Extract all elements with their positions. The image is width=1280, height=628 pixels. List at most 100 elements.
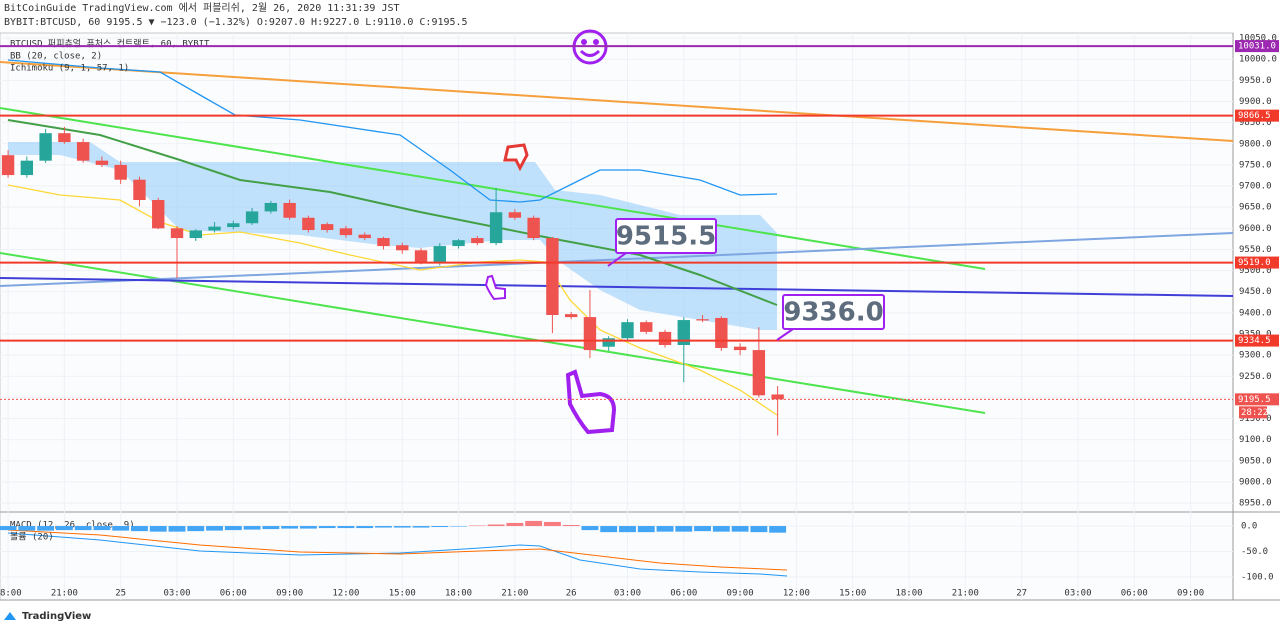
y-tick-label: 9350.0 <box>1239 330 1272 340</box>
y-tick-label: 9500.0 <box>1239 266 1272 276</box>
price-tag-label: 10031.0 <box>1238 42 1276 52</box>
macd-bar <box>581 526 599 531</box>
macd-bar <box>694 526 712 532</box>
callout-pointer <box>607 252 627 267</box>
y-tick-label: -100.0 <box>1241 573 1274 583</box>
x-tick-label: 03:00 <box>163 589 190 599</box>
y-tick-label: 9750.0 <box>1239 160 1272 170</box>
candle-body <box>752 350 766 396</box>
macd-bar <box>750 526 768 533</box>
y-tick-label: 9800.0 <box>1239 139 1272 149</box>
macd-bar <box>281 526 299 529</box>
x-tick-label: 21:00 <box>51 589 78 599</box>
y-tick-label: 9400.0 <box>1239 308 1272 318</box>
candle-body <box>489 212 503 244</box>
y-tick-label: 9300.0 <box>1239 351 1272 361</box>
macd-bar <box>131 526 148 532</box>
macd-bar <box>675 526 693 532</box>
y-tick-label: -50.0 <box>1241 547 1268 557</box>
macd-bar <box>206 526 223 531</box>
candle-body <box>677 320 690 346</box>
macd-bar <box>468 525 486 527</box>
x-tick-label: 06:00 <box>1121 589 1148 599</box>
y-tick-label: 9150.0 <box>1239 414 1272 424</box>
macd-bar <box>112 526 130 531</box>
macd-bar <box>224 526 242 531</box>
macd-bar <box>187 526 205 532</box>
hand-icon <box>565 369 617 435</box>
candle-body <box>320 224 334 231</box>
hand-icon <box>503 143 529 172</box>
callout-label: 9336.0 <box>783 298 883 328</box>
x-tick-label: 03:00 <box>1064 589 1091 599</box>
macd-bar <box>562 525 580 527</box>
macd-line <box>7 532 788 577</box>
legend-entry: BTCUSD 퍼피츄얼 퓨처스 컨트랙트, 60, BYBIT <box>10 38 210 50</box>
x-tick-label: 18:00 <box>895 589 922 599</box>
candle-body <box>452 240 465 247</box>
ichimoku-cloud <box>8 142 777 330</box>
x-tick-label: 12:00 <box>783 589 810 599</box>
candle-body <box>433 246 446 263</box>
x-tick-label: 03:00 <box>614 589 641 599</box>
macd-bar <box>393 526 411 528</box>
x-tick-label: 21:00 <box>501 589 528 599</box>
symbol-line: BYBIT:BTCUSD, 60 9195.5 ▼ −123.0 (−1.32%… <box>4 17 468 28</box>
candle-body <box>170 228 184 239</box>
candle-body <box>133 179 146 200</box>
candle-body <box>771 394 784 400</box>
macd-bar <box>37 526 55 531</box>
x-tick-label: 15:00 <box>389 589 416 599</box>
candle-body <box>189 230 202 239</box>
macd-bar <box>600 526 618 533</box>
macd-bar <box>243 526 261 530</box>
header: BitCoinGuide TradingView.com 에서 퍼블리쉬, 2월… <box>4 2 400 14</box>
macd-bar <box>55 526 73 531</box>
macd-bar <box>412 526 430 528</box>
y-tick-label: 9100.0 <box>1239 435 1272 445</box>
legend-entry: BB (20, close, 2) <box>10 52 102 62</box>
x-tick-label: 06:00 <box>220 589 247 599</box>
candle-body <box>76 142 90 161</box>
macd-bar <box>262 526 280 530</box>
x-tick-label: 25 <box>115 589 126 599</box>
macd-bar <box>375 526 392 528</box>
macd-bar <box>637 526 655 533</box>
x-tick-label: 06:00 <box>670 589 697 599</box>
candle-body <box>95 160 109 165</box>
callout-box <box>782 294 885 330</box>
y-tick-label: 9600.0 <box>1239 224 1272 234</box>
footer-brand: TradingView <box>22 611 91 622</box>
price-tag-label: 9334.5 <box>1238 336 1271 346</box>
candle-body <box>245 211 259 224</box>
y-tick-label: 9900.0 <box>1239 97 1272 107</box>
candle-body <box>39 133 52 161</box>
y-tick-label: 9700.0 <box>1239 182 1272 192</box>
macd-bar <box>431 526 449 528</box>
candle-body <box>227 223 240 228</box>
price-tag <box>1235 393 1279 406</box>
countdown: 28:22 <box>1241 408 1268 418</box>
candle-body <box>114 164 127 180</box>
y-tick-label: 9550.0 <box>1239 245 1272 255</box>
candle-body <box>715 317 728 348</box>
legend-entry: MACD (12, 26, close, 9) <box>10 521 135 531</box>
macd-bar <box>769 526 787 533</box>
y-tick-label: 9450.0 <box>1239 287 1272 297</box>
candle-body <box>640 322 653 332</box>
candle-body <box>208 226 221 231</box>
x-tick-label: 27 <box>1016 589 1027 599</box>
price-tag-label: 9195.5 <box>1238 395 1271 405</box>
x-tick-label: 21:00 <box>952 589 979 599</box>
trend-line <box>0 107 986 270</box>
x-tick-label: 09:00 <box>727 589 754 599</box>
countdown-tag <box>1239 406 1267 419</box>
candle-body <box>339 228 353 236</box>
candle-body <box>733 346 747 351</box>
macd-bar <box>506 522 524 527</box>
x-tick-label: 15:00 <box>839 589 866 599</box>
y-tick-label: 9250.0 <box>1239 372 1272 382</box>
candle-body <box>283 202 296 218</box>
y-tick-label: 9000.0 <box>1239 477 1272 487</box>
